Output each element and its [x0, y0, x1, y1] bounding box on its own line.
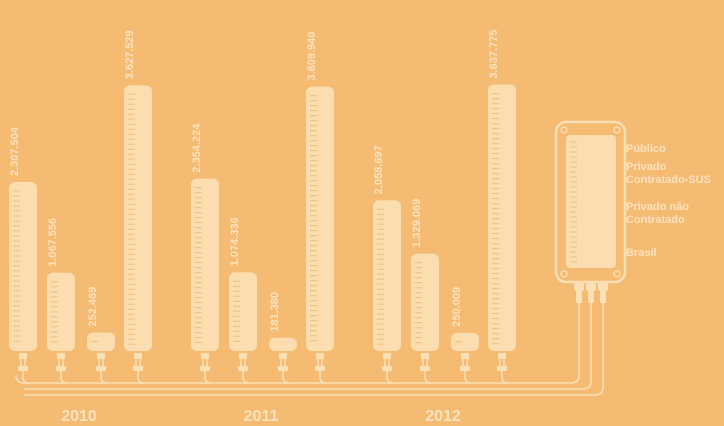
bar-notches	[233, 280, 240, 342]
bar-plug	[96, 353, 106, 371]
value-label: 250.009	[451, 287, 463, 327]
wire	[501, 371, 509, 384]
legend-entry-privado-contratado-sus: Privado Contratado-SUS	[626, 161, 711, 186]
connector-wires	[15, 303, 604, 396]
value-label: 181.380	[269, 292, 281, 332]
legend-device	[554, 120, 627, 303]
bar-notches	[377, 208, 384, 345]
bar-plug	[460, 353, 470, 371]
bar-plug	[18, 353, 28, 371]
year-label: 2012	[425, 408, 461, 425]
legend: Público Privado Contratado-SUS Privado não C…	[554, 120, 711, 303]
wire	[464, 371, 472, 384]
value-label: 2.307.504	[9, 126, 21, 176]
value-label: 3.609.940	[306, 32, 318, 81]
wire	[204, 371, 212, 384]
value-label: 2.354.224	[191, 123, 203, 173]
wire	[242, 371, 250, 384]
wire	[386, 371, 394, 384]
bar-privado-nao-contratado-2012	[451, 332, 479, 351]
bar-plug	[382, 353, 392, 371]
bar-notches	[128, 93, 135, 345]
bar-privado-nao-contratado-2011	[269, 337, 297, 351]
wire	[319, 371, 327, 384]
bar-plug	[56, 353, 66, 371]
value-label: 2.058.697	[373, 145, 385, 194]
legend-entry-publico: Público	[626, 143, 666, 155]
value-labels: 2.307.504 1.067.556 252.469 3.627.529 2.354.…	[9, 30, 500, 332]
bar-plug	[315, 353, 325, 371]
value-label: 1.067.556	[47, 218, 59, 267]
bar-brasil-2012	[488, 84, 516, 352]
value-label: 3.627.529	[124, 30, 136, 79]
bar-plug	[238, 353, 248, 371]
bar-brasil-2010	[124, 85, 152, 351]
bar-notches	[51, 281, 58, 343]
bar-publico-2012	[373, 200, 401, 351]
wire	[22, 371, 30, 384]
wire	[282, 371, 290, 384]
year-labels: 2010 2011 2012	[61, 408, 461, 425]
value-label: 3.637.775	[488, 30, 500, 79]
bar-plug	[420, 353, 430, 371]
value-label: 252.469	[87, 287, 99, 327]
bar-privado-nao-contratado-2010	[87, 332, 115, 351]
legend-entry-brasil: Brasil	[626, 247, 657, 259]
bar-plug	[278, 353, 288, 371]
bar-notches	[195, 186, 202, 344]
value-label: 1.074.336	[229, 217, 241, 266]
year-label: 2011	[244, 408, 279, 425]
value-label: 1.329.069	[411, 199, 423, 248]
year-label: 2010	[61, 408, 97, 425]
wire	[60, 371, 68, 384]
bar-notches	[310, 94, 317, 342]
bar-notches	[492, 92, 499, 345]
wire	[137, 371, 145, 384]
bar-plug	[133, 353, 143, 371]
bar-plug	[200, 353, 210, 371]
bars	[9, 84, 516, 352]
bar-publico-2010	[9, 181, 37, 351]
bus-wires	[15, 303, 604, 396]
bar-notches	[13, 190, 20, 342]
bar-plug	[497, 353, 507, 371]
bar-publico-2011	[191, 178, 219, 351]
bar-notches	[415, 262, 422, 344]
legend-entry-privado-nao-contratado: Privado não Contratado	[626, 201, 689, 226]
wire	[100, 371, 108, 384]
bar-brasil-2011	[306, 86, 334, 351]
wire	[424, 371, 432, 384]
